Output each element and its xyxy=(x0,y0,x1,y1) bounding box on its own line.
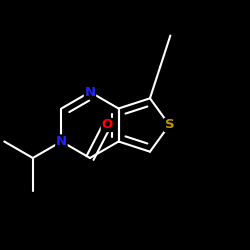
Text: N: N xyxy=(84,86,96,98)
Text: S: S xyxy=(164,118,174,132)
Text: O: O xyxy=(102,118,112,132)
Text: N: N xyxy=(56,135,67,148)
